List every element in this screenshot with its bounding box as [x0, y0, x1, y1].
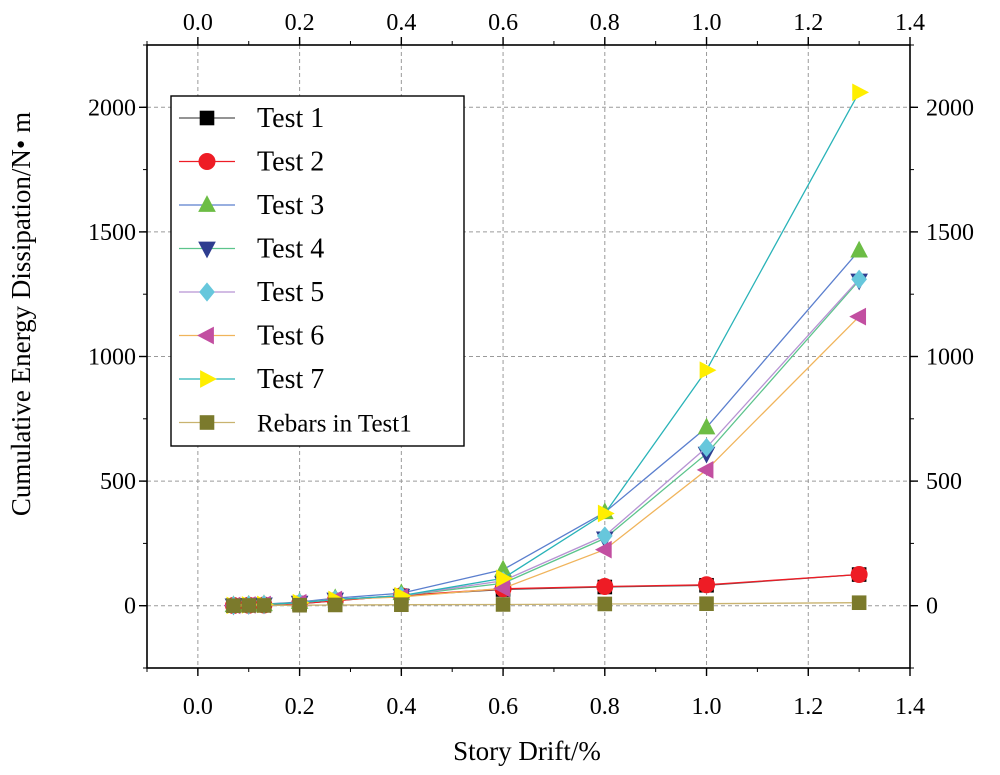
legend: Test 1 Test 2 Test 3 Test 4 Test 5 Test 6 Test…	[170, 95, 465, 447]
y-tick-label: 500	[100, 469, 136, 495]
x-tick-label-top: 0.0	[183, 10, 213, 36]
series-8	[226, 595, 867, 614]
legend-label: Rebars in Test1	[257, 411, 412, 438]
data-point	[697, 417, 716, 435]
series-layer	[223, 83, 870, 616]
x-tick-label: 0.2	[285, 694, 315, 720]
legend-marker	[198, 195, 216, 212]
x-tick-label-top: 0.4	[386, 10, 416, 36]
x-tick-label-top: 0.8	[590, 10, 620, 36]
data-point	[493, 579, 510, 598]
x-tick-label-top: 1.0	[692, 10, 722, 36]
data-point	[292, 597, 307, 613]
data-point	[698, 576, 716, 594]
legend-label: Test 6	[257, 321, 324, 352]
data-point	[698, 437, 715, 458]
x-tick-label: 0.6	[488, 694, 518, 720]
data-point	[852, 83, 870, 102]
y-tick-label-right: 1000	[926, 345, 974, 371]
data-point	[226, 598, 241, 614]
y-tick-label-right: 1500	[926, 220, 974, 246]
legend-marker	[200, 370, 217, 388]
legend-marker	[199, 415, 215, 430]
y-tick-label-right: 2000	[926, 95, 974, 121]
data-point	[851, 269, 867, 289]
legend-label: Test 1	[257, 103, 324, 134]
data-point	[696, 461, 714, 479]
y-tick-label-right: 500	[926, 469, 962, 495]
data-point	[849, 307, 867, 326]
y-tick-label: 0	[124, 594, 136, 620]
data-point	[394, 597, 409, 613]
x-tick-label: 0.8	[590, 694, 620, 720]
legend-item: Test 7	[179, 364, 324, 395]
x-tick-label-top: 0.2	[285, 10, 315, 36]
legend-marker	[198, 241, 216, 259]
legend-marker	[199, 282, 215, 302]
y-tick-label: 2000	[88, 95, 136, 121]
x-tick-label: 1.0	[692, 694, 722, 720]
x-tick-label: 0.0	[183, 694, 213, 720]
legend-item: Test 4	[179, 234, 324, 265]
data-point	[496, 569, 513, 588]
y-tick-label: 1000	[88, 345, 136, 371]
legend-label: Test 7	[257, 364, 324, 395]
data-point	[596, 578, 614, 596]
data-point	[851, 595, 867, 611]
legend-item: Test 5	[179, 277, 324, 308]
legend-item: Test 2	[179, 147, 324, 178]
legend-item: Rebars in Test1	[179, 411, 412, 438]
data-point	[327, 597, 343, 613]
legend-label: Test 3	[257, 190, 324, 221]
axes: 0.0 0.0 0.2 0.2 0.4 0.4 0.6 0.6 0.8 0.8 1.0 1.0 1.2 1…	[88, 10, 974, 720]
legend-marker	[197, 326, 214, 345]
series-2	[224, 566, 868, 614]
data-point	[256, 598, 272, 613]
legend-label: Test 2	[257, 147, 324, 178]
legend-label: Test 5	[257, 277, 324, 308]
x-tick-label-top: 1.4	[895, 10, 925, 36]
data-point	[699, 596, 714, 612]
series-line	[233, 602, 860, 607]
x-tick-label: 0.4	[386, 694, 416, 720]
data-point	[699, 361, 717, 380]
data-point	[495, 597, 511, 612]
x-tick-label: 1.2	[793, 694, 823, 720]
legend-item: Test 6	[179, 321, 324, 352]
data-point	[594, 540, 612, 559]
x-axis-label: Story Drift/%	[453, 736, 601, 766]
x-tick-label-top: 1.2	[793, 10, 823, 36]
y-tick-label-right: 0	[926, 594, 938, 620]
y-tick-label: 1500	[88, 220, 136, 246]
data-point	[597, 504, 615, 523]
data-point	[850, 566, 868, 584]
data-point	[850, 240, 868, 258]
legend-marker	[199, 110, 215, 126]
legend-box	[170, 95, 465, 447]
y-axis-label: Cumulative Energy Dissipation/N• m	[6, 112, 36, 516]
legend-item: Test 1	[179, 103, 324, 134]
legend-label: Test 4	[257, 234, 324, 265]
x-tick-label-top: 0.6	[488, 10, 518, 36]
legend-item: Test 3	[179, 190, 324, 221]
data-point	[597, 596, 613, 612]
legend-marker	[198, 153, 216, 170]
x-tick-label: 1.4	[895, 694, 925, 720]
data-point	[241, 598, 257, 613]
